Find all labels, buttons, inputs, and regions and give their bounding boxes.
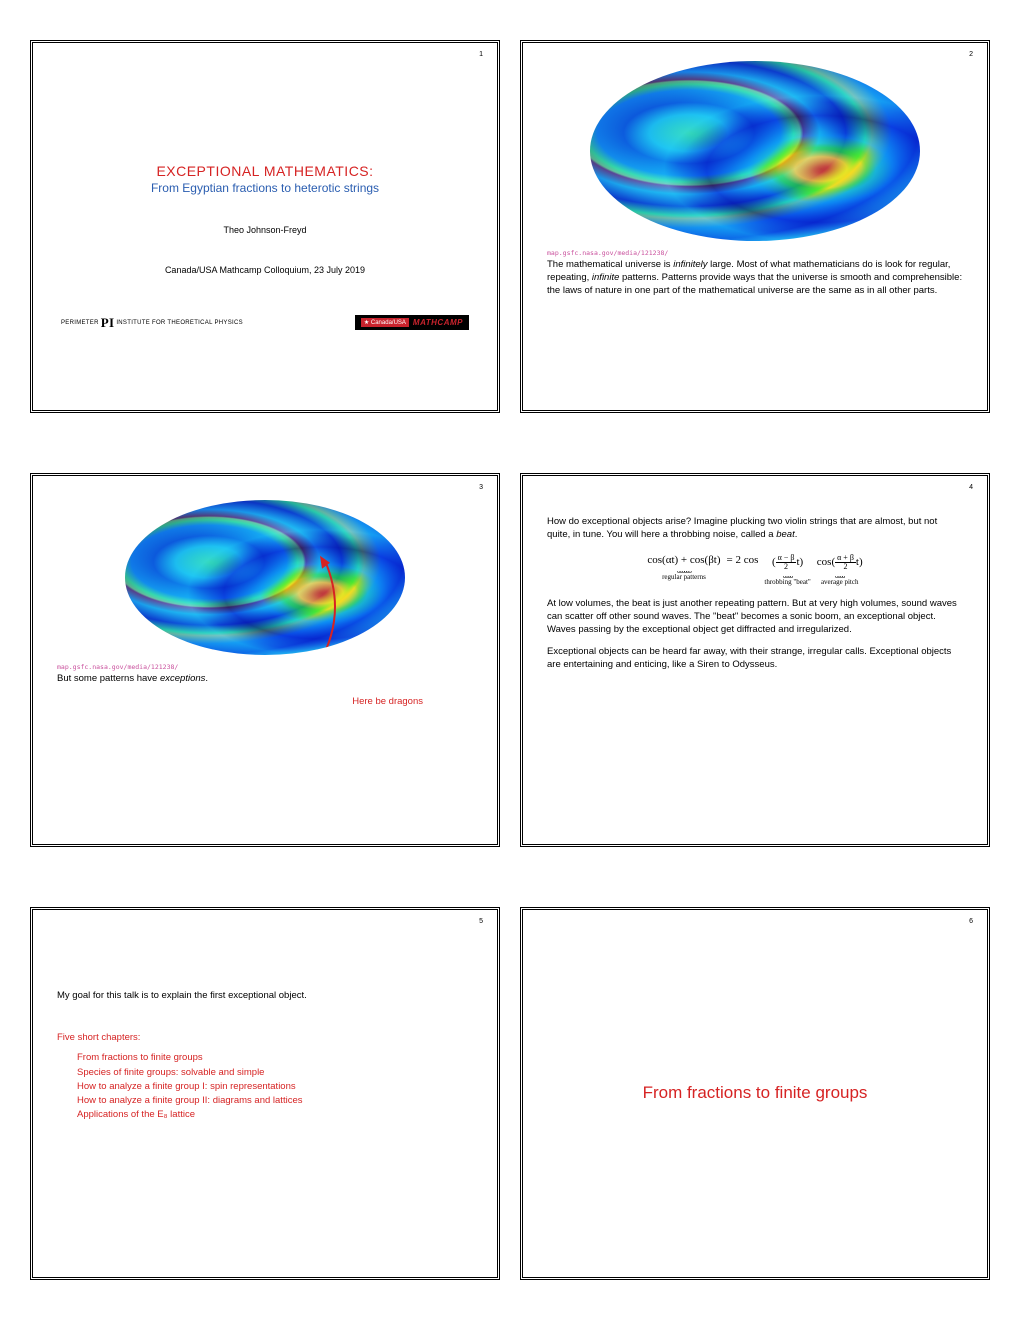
- intro-line: My goal for this talk is to explain the …: [57, 990, 473, 1003]
- source-link[interactable]: map.gsfc.nasa.gov/media/121238/: [57, 663, 473, 671]
- section-title: From fractions to finite groups: [547, 1083, 963, 1103]
- logo-symbol: PI: [101, 315, 115, 331]
- slide-number: 2: [969, 51, 973, 58]
- venue: Canada/USA Mathcamp Colloquium, 23 July …: [57, 265, 473, 275]
- section-title-wrap: From fractions to finite groups: [547, 928, 963, 1259]
- chapters-list: From fractions to finite groupsSpecies o…: [57, 1051, 473, 1122]
- beat-equation: cos(αt) + cos(βt) ⎵⎵⎵⎵⎵⎵ regular pattern…: [547, 554, 963, 586]
- eq-label: average pitch: [821, 578, 859, 586]
- slide-number: 1: [479, 51, 483, 58]
- cmb-map-image: [590, 61, 920, 241]
- slide-number: 4: [969, 484, 973, 491]
- slide-3: 3 map.gsfc.nasa.gov/media/121238/ But so…: [30, 473, 500, 846]
- title-block: EXCEPTIONAL MATHEMATICS: From Egyptian f…: [57, 61, 473, 392]
- eq-label: throbbing "beat": [764, 578, 810, 586]
- author: Theo Johnson-Freyd: [57, 225, 473, 235]
- chapter-item: From fractions to finite groups: [77, 1051, 473, 1065]
- paragraph: At low volumes, the beat is just another…: [547, 598, 963, 636]
- chapter-item: Species of finite groups: solvable and s…: [77, 1066, 473, 1080]
- eq-label: regular patterns: [662, 573, 706, 581]
- here-be-dragons: Here be dragons: [57, 696, 473, 707]
- logos-row: PERIMETER PI INSTITUTE FOR THEORETICAL P…: [57, 315, 473, 331]
- chapter-item: How to analyze a finite group II: diagra…: [77, 1094, 473, 1108]
- arrow-annotation: [125, 500, 405, 655]
- slide-number: 5: [479, 918, 483, 925]
- eq-sign: = 2 cos: [727, 554, 759, 566]
- slide-6: 6 From fractions to finite groups: [520, 907, 990, 1280]
- paragraph: How do exceptional objects arise? Imagin…: [547, 516, 963, 542]
- logo-text: PERIMETER: [61, 320, 99, 326]
- title-sub: From Egyptian fractions to heterotic str…: [57, 181, 473, 195]
- exception-line: But some patterns have exceptions.: [57, 673, 473, 686]
- logo-text: INSTITUTE FOR THEORETICAL PHYSICS: [116, 320, 243, 326]
- logo-text: MATHCAMP: [413, 318, 463, 327]
- source-link[interactable]: map.gsfc.nasa.gov/media/121238/: [547, 249, 963, 257]
- cmb-map-image: [125, 500, 405, 655]
- perimeter-logo: PERIMETER PI INSTITUTE FOR THEORETICAL P…: [61, 315, 243, 331]
- title-main: EXCEPTIONAL MATHEMATICS:: [57, 163, 473, 179]
- paragraph: Exceptional objects can be heard far awa…: [547, 646, 963, 672]
- cmb-image-wrap: [547, 61, 963, 241]
- slide-2: 2 map.gsfc.nasa.gov/media/121238/ The ma…: [520, 40, 990, 413]
- chapter-item: Applications of the E₈ lattice: [77, 1108, 473, 1122]
- cmb-image-wrap: [57, 500, 473, 655]
- slide-1: 1 EXCEPTIONAL MATHEMATICS: From Egyptian…: [30, 40, 500, 413]
- slide-4: 4 How do exceptional objects arise? Imag…: [520, 473, 990, 846]
- chapters-heading: Five short chapters:: [57, 1032, 473, 1043]
- paragraph: The mathematical universe is infinitely …: [547, 259, 963, 297]
- logo-flag: ★ Canada/USA: [361, 318, 409, 327]
- slide-number: 3: [479, 484, 483, 491]
- slide-number: 6: [969, 918, 973, 925]
- slide-5: 5 My goal for this talk is to explain th…: [30, 907, 500, 1280]
- chapter-item: How to analyze a finite group I: spin re…: [77, 1080, 473, 1094]
- mathcamp-logo: ★ Canada/USA MATHCAMP: [355, 315, 469, 330]
